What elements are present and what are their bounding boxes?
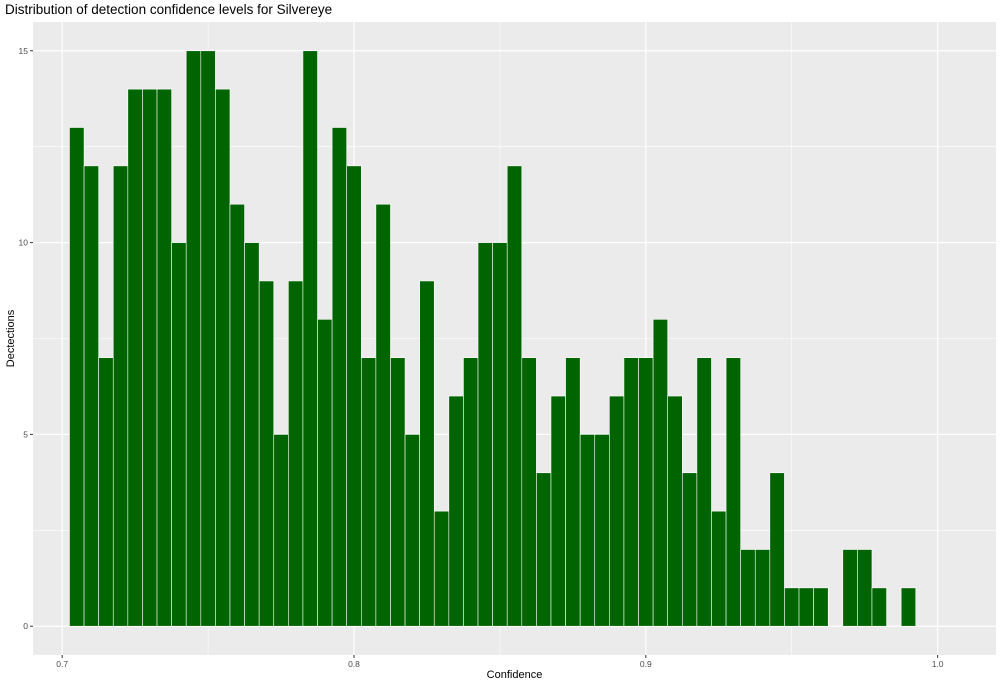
histogram-bar — [69, 127, 85, 627]
histogram-bar — [769, 472, 785, 627]
histogram-bar — [696, 357, 712, 627]
histogram-bar — [784, 587, 800, 627]
histogram-bar — [200, 50, 216, 627]
histogram-bar — [360, 357, 377, 627]
histogram-bar — [83, 165, 99, 627]
histogram-bar — [98, 357, 114, 627]
histogram-bar — [667, 395, 683, 627]
x-tick-label: 0.8 — [348, 659, 360, 669]
x-axis-ticks: 0.7 0.8 0.9 1.0 — [56, 655, 944, 669]
x-tick-label: 1.0 — [932, 659, 944, 669]
histogram-bar — [536, 472, 552, 627]
histogram-bar — [579, 434, 596, 627]
histogram-bar — [550, 395, 566, 627]
histogram-bar — [813, 587, 829, 627]
histogram-bar — [857, 549, 873, 627]
histogram-bar — [375, 203, 391, 627]
histogram-bar — [477, 242, 493, 627]
histogram-bar — [258, 280, 275, 627]
histogram-bar — [433, 510, 450, 627]
histogram-bar — [112, 165, 129, 627]
histogram-bar — [448, 395, 464, 627]
y-tick-label: 10 — [19, 238, 29, 248]
histogram-bar — [638, 357, 654, 627]
histogram-bar — [273, 434, 289, 627]
y-tick-label: 0 — [23, 621, 28, 631]
histogram-bar — [302, 50, 318, 627]
chart-title: Distribution of detection confidence lev… — [5, 2, 333, 17]
histogram-bar — [419, 280, 435, 627]
histogram-bar — [521, 357, 537, 627]
histogram-bar — [842, 549, 858, 627]
histogram-bar — [609, 395, 625, 627]
histogram-bar — [317, 319, 333, 627]
histogram-bar — [623, 357, 639, 627]
histogram-bar — [171, 242, 187, 627]
histogram-bar — [288, 280, 304, 627]
y-tick-label: 15 — [19, 46, 29, 56]
histogram-bar — [871, 587, 887, 627]
x-tick-label: 0.7 — [56, 659, 68, 669]
histogram-bar — [652, 319, 669, 627]
histogram-bar — [244, 242, 260, 627]
histogram-bar — [127, 88, 143, 627]
histogram-bar — [346, 165, 362, 627]
histogram-bar — [900, 587, 917, 627]
histogram-bar — [229, 203, 245, 627]
y-axis-title: Dectections — [5, 309, 17, 367]
histogram-bar — [463, 357, 479, 627]
y-axis-ticks: 0 5 10 15 — [19, 46, 33, 631]
histogram-bar — [506, 165, 523, 627]
x-tick-label: 0.9 — [640, 659, 652, 669]
histogram-bar — [142, 88, 158, 627]
histogram-bar — [331, 127, 348, 627]
histogram-bar — [185, 50, 202, 627]
histogram-bar — [390, 357, 406, 627]
histogram-bar — [156, 88, 172, 627]
bars — [69, 50, 917, 627]
histogram-bar — [681, 472, 698, 627]
x-axis-title: Confidence — [487, 669, 543, 681]
histogram-bar — [798, 587, 814, 627]
histogram-bar — [594, 434, 610, 627]
y-tick-label: 5 — [23, 429, 28, 439]
histogram-bar — [754, 549, 771, 627]
histogram-bar — [215, 88, 231, 627]
histogram-bar — [565, 357, 581, 627]
histogram-bar — [711, 510, 727, 627]
histogram-bar — [404, 434, 420, 627]
histogram-bar — [725, 357, 741, 627]
histogram-bar — [492, 242, 508, 627]
histogram-bar — [740, 549, 756, 627]
